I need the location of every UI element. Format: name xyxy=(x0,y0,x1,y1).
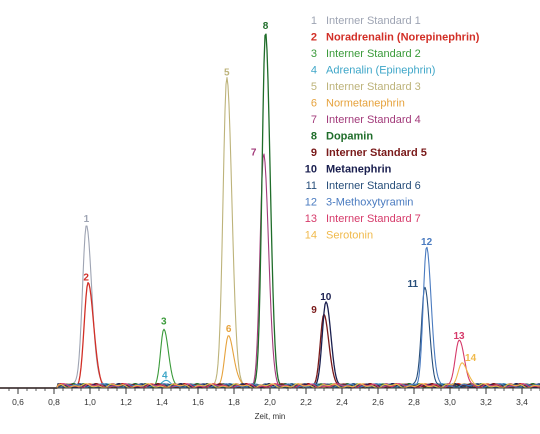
legend-label-12: 3-Methoxytyramin xyxy=(326,197,413,209)
x-tick-label: 1,0 xyxy=(84,397,96,407)
trace-14 xyxy=(0,362,540,389)
legend-label-5: Interner Standard 3 xyxy=(326,81,421,93)
x-tick-label: 1,2 xyxy=(120,397,132,407)
x-tick-label: 0,8 xyxy=(48,397,60,407)
legend-number-3: 3 xyxy=(311,48,317,60)
x-tick-label: 3,0 xyxy=(444,397,456,407)
x-tick-label: 2,0 xyxy=(264,397,276,407)
legend-label-4: Adrenalin (Epinephrin) xyxy=(326,65,435,77)
traces-group xyxy=(0,33,540,389)
peak-label-5: 5 xyxy=(224,68,230,79)
legend-label-11: Interner Standard 6 xyxy=(326,180,421,192)
trace-13 xyxy=(0,339,540,389)
peak-label-8: 8 xyxy=(263,21,269,32)
legend-label-1: Interner Standard 1 xyxy=(326,15,421,27)
legend-number-2: 2 xyxy=(311,32,317,44)
peak-label-2: 2 xyxy=(83,273,89,284)
legend-number-5: 5 xyxy=(311,81,317,93)
peak-label-3: 3 xyxy=(161,316,167,327)
peak-label-12: 12 xyxy=(421,237,433,248)
legend-number-10: 10 xyxy=(305,164,317,176)
peak-label-11: 11 xyxy=(408,279,419,290)
legend-number-14: 14 xyxy=(305,230,317,242)
peak-label-13: 13 xyxy=(453,331,465,342)
x-tick-label: 3,4 xyxy=(516,397,528,407)
x-tick-label: 2,6 xyxy=(372,397,384,407)
x-axis-title: Zeit, min xyxy=(255,412,286,421)
x-tick-label: 0,6 xyxy=(12,397,24,407)
peak-label-6: 6 xyxy=(226,324,232,335)
legend-number-11: 11 xyxy=(306,180,317,192)
legend-number-9: 9 xyxy=(311,147,317,159)
x-tick-label: 2,2 xyxy=(300,397,312,407)
legend-number-4: 4 xyxy=(311,65,317,77)
peak-label-14: 14 xyxy=(465,353,477,364)
x-tick-label: 1,6 xyxy=(192,397,204,407)
legend-label-6: Normetanephrin xyxy=(326,98,405,110)
legend: 1 Interner Standard 1 2 Noradrenalin (Norep… xyxy=(305,15,480,242)
legend-label-13: Interner Standard 7 xyxy=(326,213,421,225)
legend-label-9: Interner Standard 5 xyxy=(326,147,427,159)
x-tick-label: 1,8 xyxy=(228,397,240,407)
legend-number-6: 6 xyxy=(311,98,317,110)
legend-label-3: Interner Standard 2 xyxy=(326,48,421,60)
x-tick-label: 2,8 xyxy=(408,397,420,407)
legend-label-8: Dopamin xyxy=(326,131,373,143)
legend-number-1: 1 xyxy=(311,15,317,27)
legend-number-7: 7 xyxy=(311,114,317,126)
peak-label-10: 10 xyxy=(320,292,332,303)
legend-label-10: Metanephrin xyxy=(326,164,392,176)
peak-label-9: 9 xyxy=(311,305,317,316)
x-tick-label: 2,4 xyxy=(336,397,348,407)
x-axis: 0,6 0,8 1,0 1,2 1,4 1,6 1,8 2,0 2,2 2,4 2,6 2,8 3,0 3… xyxy=(0,387,540,407)
x-tick-label: 1,4 xyxy=(156,397,168,407)
legend-number-8: 8 xyxy=(311,131,317,143)
legend-label-14: Serotonin xyxy=(326,230,373,242)
x-tick-label: 3,2 xyxy=(480,397,492,407)
legend-label-7: Interner Standard 4 xyxy=(326,114,421,126)
peak-label-1: 1 xyxy=(84,214,90,225)
peak-label-4: 4 xyxy=(162,371,168,382)
legend-number-13: 13 xyxy=(305,213,317,225)
peak-label-7: 7 xyxy=(251,147,257,158)
legend-label-2: Noradrenalin (Norepinephrin) xyxy=(326,32,480,44)
legend-number-12: 12 xyxy=(305,197,317,209)
